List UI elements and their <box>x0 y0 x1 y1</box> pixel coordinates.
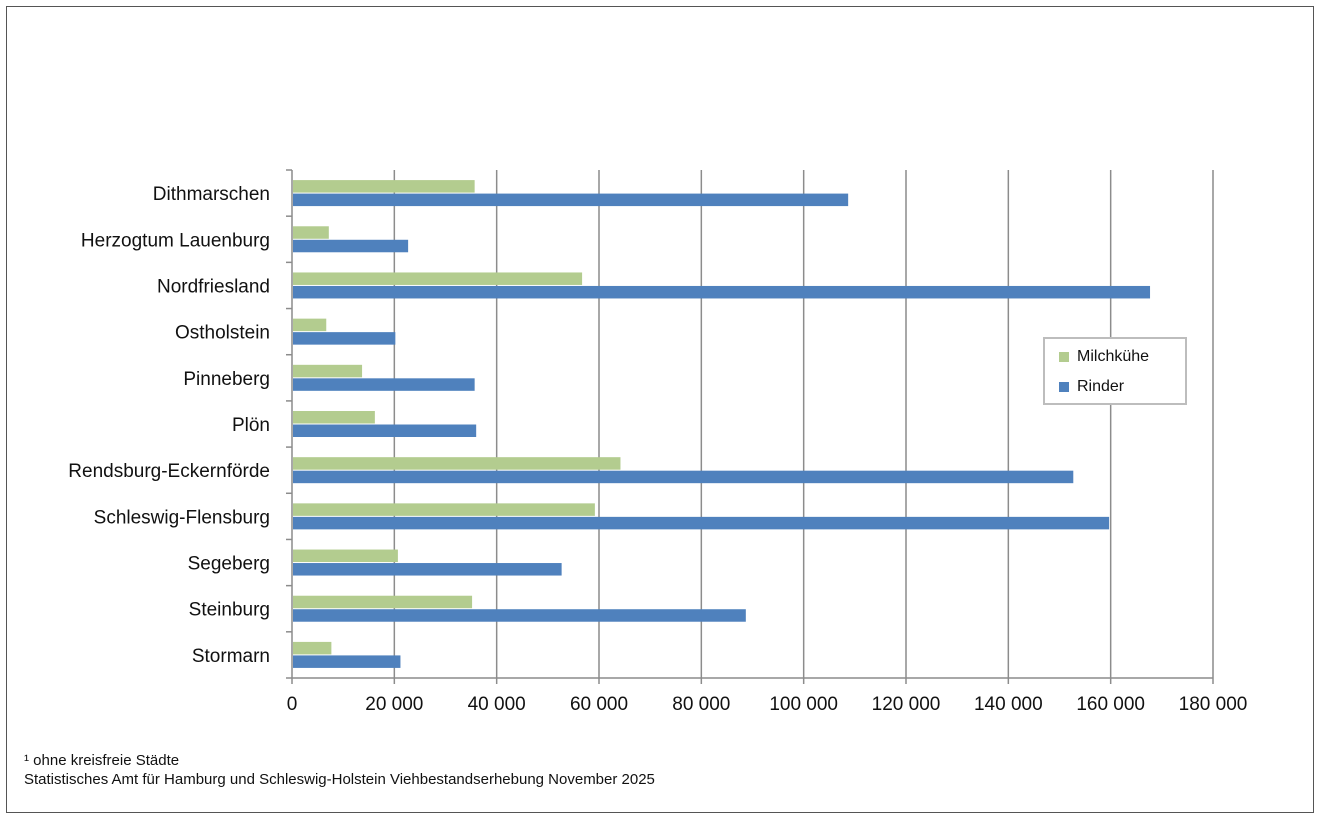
bar-rinder <box>293 609 746 622</box>
bar-milchkuehe <box>293 595 473 609</box>
bar-rinder <box>293 516 1110 530</box>
bar-rinder <box>293 285 1151 299</box>
bar-milchkuehe <box>293 364 363 378</box>
y-category-label: Steinburg <box>189 600 270 621</box>
footnote-note: ¹ ohne kreisfreie Städte <box>24 752 180 769</box>
bar-milchkuehe <box>293 641 332 655</box>
y-category-label: Stormarn <box>192 646 270 667</box>
x-tick-label: 140 000 <box>974 694 1043 715</box>
x-tick-label: 160 000 <box>1076 694 1145 715</box>
x-tick-label: 180 000 <box>1179 694 1248 715</box>
bar-rinder <box>293 239 409 253</box>
bar-milchkuehe <box>293 457 621 470</box>
bar-rinder <box>293 378 475 391</box>
y-category-label: Segeberg <box>188 554 270 575</box>
bar-milchkuehe <box>293 549 398 563</box>
y-category-label: Rendsburg-Eckernförde <box>68 461 270 482</box>
bar-rinder <box>293 332 396 345</box>
y-category-label: Schleswig-Flensburg <box>94 507 270 528</box>
bar-milchkuehe <box>293 226 329 239</box>
legend-item-milchkuehe: Milchkühe <box>1059 347 1149 367</box>
bar-rinder <box>293 424 477 437</box>
x-tick-label: 120 000 <box>872 694 941 715</box>
bar-rinder <box>293 655 401 668</box>
legend-label-milchkuehe: Milchkühe <box>1077 348 1150 365</box>
x-tick-label: 60 000 <box>570 694 628 715</box>
bar-rinder <box>293 193 849 207</box>
y-category-label: Herzogtum Lauenburg <box>81 230 270 251</box>
bar-milchkuehe <box>293 180 475 193</box>
footnote: ¹ ohne kreisfreie Städte Statistisches A… <box>24 751 655 789</box>
y-category-label: Ostholstein <box>175 323 270 344</box>
bar-milchkuehe <box>293 411 375 424</box>
y-category-label: Dithmarschen <box>153 184 270 205</box>
footnote-source: Statistisches Amt für Hamburg und Schles… <box>24 771 655 788</box>
legend-swatch-milchkuehe <box>1059 352 1069 362</box>
legend-item-rinder: Rinder <box>1059 377 1124 397</box>
bar-rinder <box>293 470 1074 484</box>
x-tick-label: 20 000 <box>365 694 423 715</box>
x-tick-label: 0 <box>287 694 298 715</box>
legend-swatch-rinder <box>1059 382 1069 392</box>
bar-milchkuehe <box>293 503 595 516</box>
legend-label-rinder: Rinder <box>1077 378 1125 395</box>
x-tick-label: 100 000 <box>769 694 838 715</box>
x-tick-label: 80 000 <box>672 694 730 715</box>
x-tick-label: 40 000 <box>468 694 526 715</box>
bar-milchkuehe <box>293 272 583 285</box>
bar-rinder <box>293 563 562 576</box>
chart-legend: Milchkühe Rinder <box>1043 337 1187 405</box>
y-category-label: Plön <box>232 415 270 436</box>
bar-milchkuehe <box>293 318 327 332</box>
y-category-label: Nordfriesland <box>157 276 270 297</box>
y-category-label: Pinneberg <box>183 369 270 390</box>
